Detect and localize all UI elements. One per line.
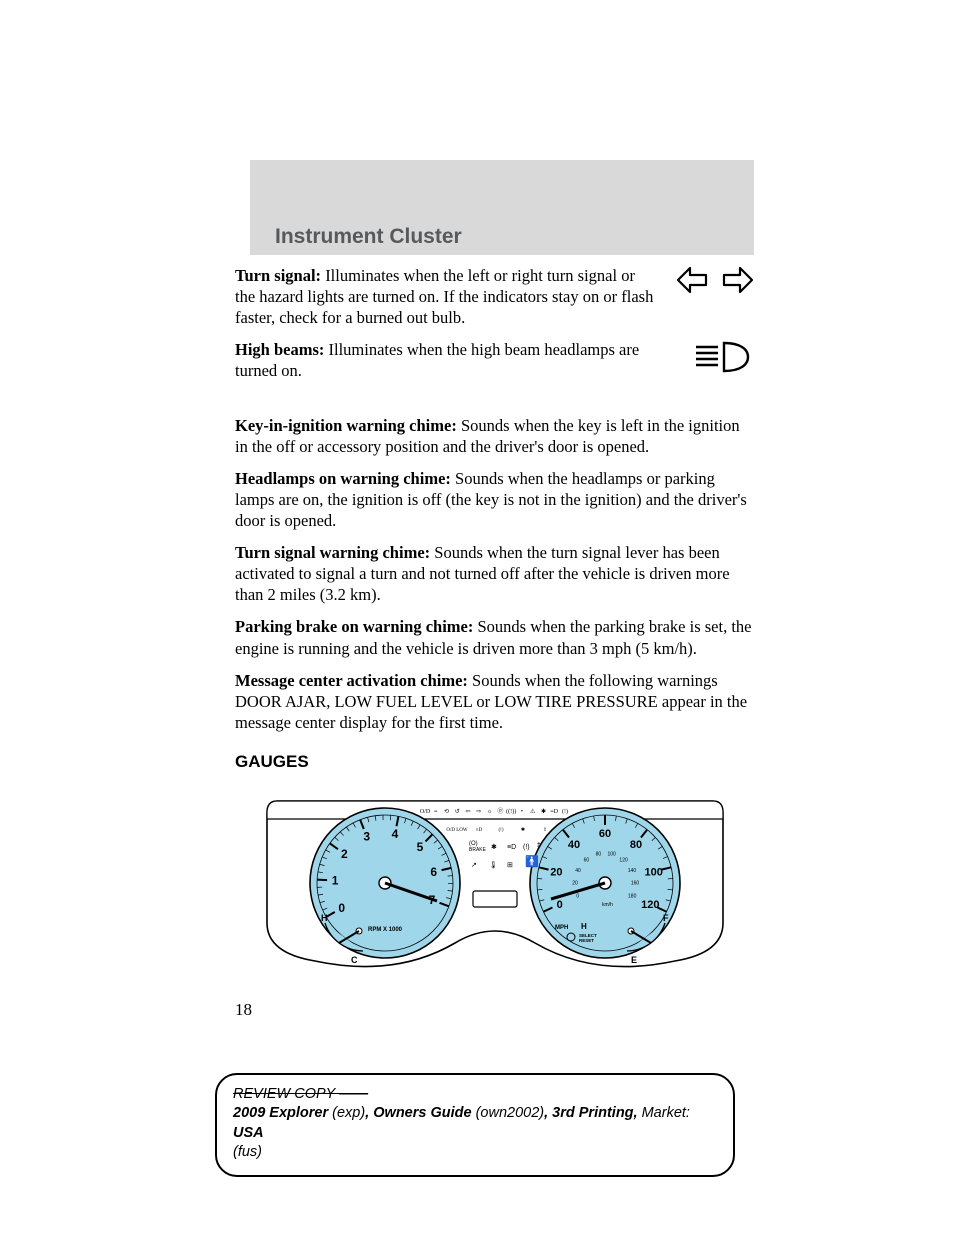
- svg-text:✱: ✱: [540, 808, 545, 815]
- high-beams-label: High beams:: [235, 340, 324, 359]
- parking-chime-label: Parking brake on warning chime:: [235, 617, 473, 636]
- svg-text:120: 120: [619, 857, 628, 863]
- svg-text:↗: ↗: [471, 862, 477, 869]
- para-message-chime: Message center activation chime: Sounds …: [235, 670, 754, 733]
- svg-text:0: 0: [338, 901, 345, 915]
- headlamps-chime-label: Headlamps on warning chime:: [235, 469, 451, 488]
- svg-text:⇦: ⇦: [465, 809, 470, 815]
- svg-text:0: 0: [556, 899, 562, 911]
- svg-text:60: 60: [598, 828, 610, 840]
- svg-text:🚹: 🚹: [525, 855, 539, 868]
- para-high-beams: High beams: Illuminates when the high be…: [235, 339, 754, 381]
- svg-text:BRAKE: BRAKE: [469, 847, 487, 853]
- svg-text:≡D: ≡D: [550, 809, 558, 815]
- svg-text:•: •: [520, 809, 522, 815]
- svg-text:MPH: MPH: [555, 925, 568, 931]
- svg-text:40: 40: [567, 838, 579, 850]
- footer-guide: , Owners Guide: [365, 1105, 471, 1121]
- svg-text:E: E: [631, 955, 637, 965]
- svg-text:↺: ↺: [454, 808, 459, 815]
- footer-box: REVIEW COPY —— 2009 Explorer (exp), Owne…: [215, 1073, 735, 1177]
- svg-text:40: 40: [575, 868, 581, 874]
- svg-text:100: 100: [607, 851, 616, 857]
- para-key-chime: Key-in-ignition warning chime: Sounds wh…: [235, 415, 754, 457]
- svg-text:2: 2: [341, 847, 348, 861]
- svg-text:3: 3: [363, 829, 370, 843]
- para-parking-chime: Parking brake on warning chime: Sounds w…: [235, 616, 754, 658]
- gauges-heading: GAUGES: [235, 751, 754, 773]
- footer-model: 2009 Explorer: [233, 1105, 328, 1121]
- svg-text:20: 20: [572, 880, 578, 886]
- svg-text:⚠: ⚠: [529, 808, 535, 815]
- svg-text:O/D LOW: O/D LOW: [446, 828, 468, 833]
- para-headlamps-chime: Headlamps on warning chime: Sounds when …: [235, 468, 754, 531]
- instrument-cluster-diagram: O/D≡⟲↺⇦⇨☼ⓟ((!))•⚠✱≡D(!)⚐O/D LOW≡D(!)✱⇪ 0…: [235, 783, 754, 986]
- turn-signal-arrows-icon: [676, 265, 754, 300]
- svg-text:1: 1: [331, 873, 338, 887]
- section-title: Instrument Cluster: [275, 225, 462, 249]
- svg-text:⊞: ⊞: [507, 862, 513, 869]
- svg-text:((!)): ((!)): [506, 808, 516, 815]
- svg-text:≡D: ≡D: [507, 844, 516, 851]
- svg-text:(!): (!): [498, 828, 503, 833]
- rpm-label: RPM X 1000: [367, 927, 402, 933]
- footer-market: Market:: [638, 1105, 690, 1121]
- svg-text:H: H: [581, 922, 587, 931]
- footer-review: REVIEW COPY ——: [233, 1086, 368, 1102]
- footer-exp: (exp): [328, 1105, 365, 1121]
- turn-chime-label: Turn signal warning chime:: [235, 543, 430, 562]
- para-turn-signal: Turn signal: Illuminates when the left o…: [235, 265, 754, 328]
- svg-text:☼: ☼: [486, 809, 492, 815]
- svg-text:100: 100: [644, 866, 662, 878]
- turn-signal-label: Turn signal:: [235, 266, 321, 285]
- svg-text:C: C: [351, 955, 358, 965]
- footer-fus: (fus): [233, 1144, 262, 1160]
- message-chime-label: Message center activation chime:: [235, 671, 468, 690]
- svg-text:🌡: 🌡: [489, 861, 498, 869]
- svg-text:(!): (!): [523, 844, 530, 851]
- svg-text:⇨: ⇨: [476, 809, 481, 815]
- svg-text:RESET: RESET: [579, 938, 594, 943]
- svg-text:20: 20: [550, 866, 562, 878]
- footer-printing: , 3rd Printing,: [544, 1105, 637, 1121]
- svg-text:4: 4: [391, 827, 398, 841]
- svg-text:180: 180: [628, 893, 637, 899]
- svg-text:80: 80: [629, 838, 641, 850]
- svg-text:160: 160: [630, 880, 639, 886]
- svg-text:6: 6: [430, 865, 437, 879]
- para-turn-chime: Turn signal warning chime: Sounds when t…: [235, 542, 754, 605]
- svg-text:140: 140: [627, 868, 636, 874]
- svg-text:120: 120: [641, 899, 659, 911]
- svg-text:(!): (!): [562, 808, 568, 815]
- svg-text:⟲: ⟲: [444, 809, 449, 815]
- footer-own: (own2002): [472, 1105, 545, 1121]
- svg-text:≡D: ≡D: [475, 828, 482, 833]
- high-beam-icon: [690, 339, 754, 380]
- key-chime-label: Key-in-ignition warning chime:: [235, 416, 457, 435]
- svg-text:H: H: [321, 913, 328, 923]
- svg-text:80: 80: [595, 851, 601, 857]
- page-content: Turn signal: Illuminates when the left o…: [235, 265, 754, 986]
- footer-usa: USA: [233, 1125, 264, 1141]
- svg-text:km/h: km/h: [602, 902, 613, 908]
- svg-text:✱: ✱: [491, 843, 497, 851]
- svg-text:0: 0: [576, 893, 579, 899]
- svg-text:O/D: O/D: [419, 809, 430, 815]
- svg-text:60: 60: [583, 857, 589, 863]
- page-number: 18: [235, 1000, 252, 1020]
- svg-text:ⓟ: ⓟ: [497, 807, 503, 815]
- svg-text:5: 5: [416, 840, 423, 854]
- svg-text:F: F: [663, 913, 669, 923]
- svg-text:✱: ✱: [520, 827, 524, 833]
- svg-text:⇪: ⇪: [542, 827, 546, 833]
